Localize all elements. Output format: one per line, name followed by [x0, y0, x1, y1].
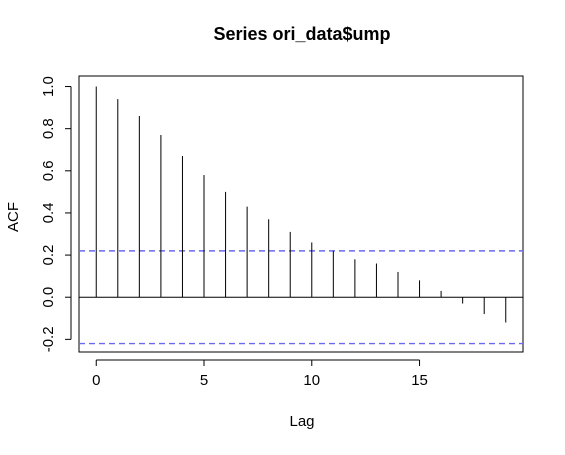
y-tick-label: 0.8 — [40, 118, 57, 139]
y-tick-label: -0.2 — [40, 326, 57, 352]
y-tick-label: 0.0 — [40, 287, 57, 308]
y-tick-label: 1.0 — [40, 76, 57, 97]
x-tick-label: 10 — [303, 372, 320, 389]
y-tick-label: 0.6 — [40, 160, 57, 181]
y-axis-label: ACF — [5, 202, 22, 232]
x-tick-label: 0 — [92, 372, 100, 389]
x-axis-label: Lag — [289, 413, 314, 430]
plot-frame — [78, 75, 524, 353]
chart-title: Series ori_data$ump — [213, 24, 390, 44]
plot-layer: 0 5 10 15 -0.2 0.0 0.2 0.4 0.6 0.8 1.0 — [40, 75, 524, 389]
x-tick-label: 5 — [200, 372, 208, 389]
y-tick-label: 0.2 — [40, 245, 57, 266]
x-tick-label: 15 — [411, 372, 428, 389]
y-tick-label: 0.4 — [40, 203, 57, 224]
